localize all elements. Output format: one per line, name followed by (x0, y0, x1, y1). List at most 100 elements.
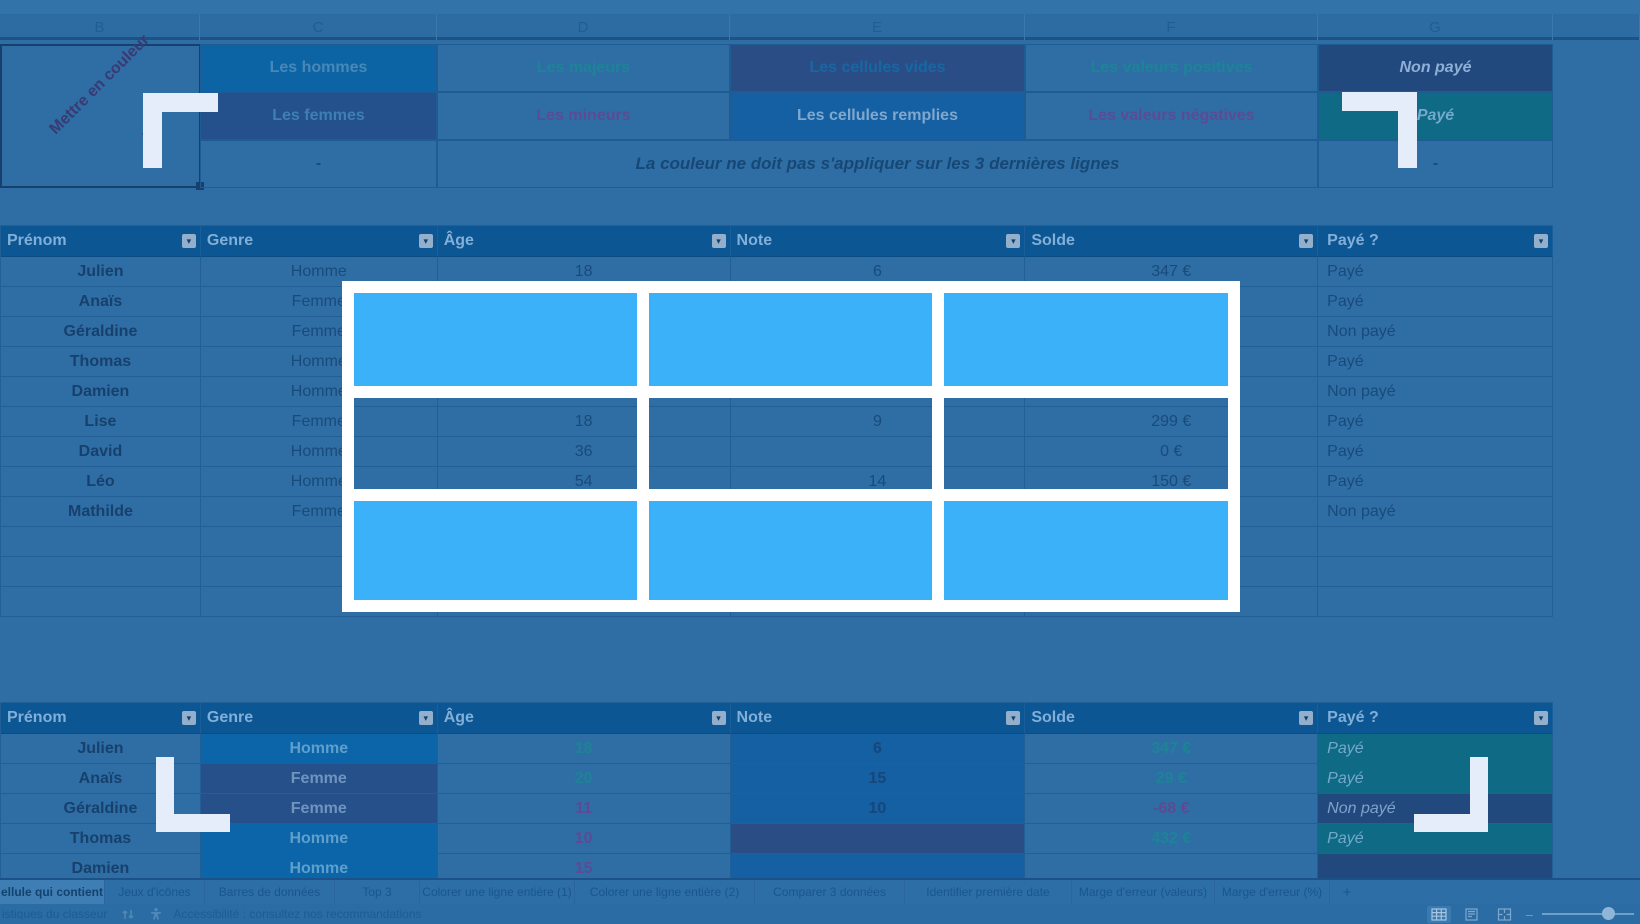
filter-dropdown-icon[interactable]: ▾ (711, 234, 726, 248)
accessibility-person-icon[interactable] (149, 907, 163, 921)
zoom-slider-track[interactable] (1542, 913, 1634, 915)
filter-dropdown-icon[interactable]: ▾ (711, 711, 726, 725)
sheet-tab[interactable]: Colorer une ligne entière (2) (575, 880, 755, 904)
zoom-slider-handle[interactable] (1602, 907, 1615, 920)
sheet-tab[interactable]: ellule qui contient (0, 880, 105, 904)
legend-cell[interactable]: Les mineurs (437, 92, 730, 140)
instruction-box[interactable]: Mettre en couleur ... (0, 31, 201, 188)
cell[interactable]: Damien (1, 377, 201, 407)
legend-cell[interactable]: Les hommes (200, 44, 437, 92)
column-header[interactable]: Solde ▾ (1025, 703, 1319, 734)
sheet-tab[interactable]: Colorer une ligne entière (1) (420, 880, 575, 904)
cell[interactable]: Non payé (1318, 497, 1554, 527)
cell[interactable]: 347 € (1025, 734, 1319, 764)
cell[interactable]: Payé (1318, 407, 1554, 437)
column-header[interactable]: Solde ▾ (1025, 226, 1319, 257)
cell[interactable]: Payé (1318, 764, 1553, 794)
legend-dash-cell[interactable]: - (1318, 140, 1553, 188)
column-header[interactable]: Payé ? ▾ (1318, 703, 1553, 734)
legend-note-cell[interactable]: La couleur ne doit pas s'appliquer sur l… (437, 140, 1318, 188)
sheet-tab[interactable]: Jeux d'icônes (105, 880, 205, 904)
cell[interactable]: Payé (1318, 734, 1553, 764)
cell[interactable]: Homme (200, 854, 438, 878)
cell[interactable]: 36 (437, 437, 731, 467)
cell[interactable]: Payé (1318, 257, 1554, 287)
cell[interactable]: Non payé (1318, 794, 1553, 824)
cell[interactable] (730, 824, 1026, 854)
cell[interactable]: Non payé (1318, 377, 1554, 407)
cell[interactable]: Lise (1, 407, 201, 437)
column-letter-B[interactable]: B (0, 14, 200, 40)
cell[interactable] (1025, 854, 1319, 878)
cell[interactable]: Homme (200, 467, 438, 497)
cell[interactable]: 29 € (1025, 764, 1319, 794)
cell[interactable]: Julien (1, 257, 201, 287)
cell[interactable]: Damien (1, 854, 201, 878)
filter-dropdown-icon[interactable]: ▾ (181, 711, 196, 725)
cell[interactable] (1318, 527, 1554, 557)
cell[interactable]: Homme (200, 824, 438, 854)
column-letter-E[interactable]: E (730, 14, 1025, 40)
cell[interactable]: Anaïs (1, 764, 201, 794)
cell[interactable]: Thomas (1, 347, 201, 377)
filter-dropdown-icon[interactable]: ▾ (1006, 234, 1021, 248)
cell[interactable]: 9 (730, 407, 1026, 437)
cell[interactable]: 18 (437, 734, 731, 764)
column-letter-C[interactable]: C (200, 14, 437, 40)
cell[interactable]: 15 (730, 764, 1026, 794)
cell[interactable]: Payé (1318, 437, 1554, 467)
column-header[interactable]: Payé ? ▾ (1318, 226, 1553, 257)
column-letter-F[interactable]: F (1025, 14, 1318, 40)
sheet-stats-icon[interactable] (121, 908, 135, 921)
column-header[interactable]: Prénom ▾ (1, 226, 201, 257)
cell[interactable]: 11 (437, 794, 731, 824)
cell[interactable]: Femme (200, 794, 438, 824)
legend-cell[interactable]: Les cellules remplies (730, 92, 1025, 140)
cell[interactable] (1318, 587, 1554, 617)
column-header[interactable]: Genre ▾ (200, 703, 438, 734)
cell[interactable] (1025, 377, 1319, 407)
legend-cell[interactable]: Les cellules vides (730, 44, 1025, 92)
column-header[interactable]: Prénom ▾ (1, 703, 201, 734)
workbook-statistics-label[interactable]: istiques du classeur (2, 907, 108, 921)
cell[interactable]: Anaïs (1, 287, 201, 317)
page-break-view-icon[interactable] (1493, 906, 1517, 923)
cell[interactable]: Julien (1, 734, 201, 764)
sheet-tab[interactable]: Marge d'erreur (%) (1215, 880, 1330, 904)
column-header[interactable]: Note ▾ (730, 226, 1026, 257)
legend-cell[interactable]: Les femmes (200, 92, 437, 140)
filter-dropdown-icon[interactable]: ▾ (418, 711, 433, 725)
column-letter-G[interactable]: G (1318, 14, 1553, 40)
cell[interactable] (1318, 854, 1553, 878)
cell[interactable]: Géraldine (1, 317, 201, 347)
add-sheet-button[interactable]: + (1342, 883, 1352, 901)
filter-dropdown-icon[interactable]: ▾ (418, 234, 433, 248)
column-header[interactable]: Âge ▾ (437, 703, 731, 734)
cell[interactable]: Homme (200, 257, 438, 287)
cell[interactable]: Payé (1318, 347, 1554, 377)
cell[interactable] (1, 527, 201, 557)
cell[interactable]: 18 (437, 407, 731, 437)
zoom-slider[interactable] (1542, 907, 1634, 921)
cell[interactable] (730, 854, 1026, 878)
cell[interactable]: Non payé (1318, 317, 1554, 347)
cell[interactable]: 6 (730, 734, 1026, 764)
filter-dropdown-icon[interactable]: ▾ (1534, 711, 1548, 725)
legend-cell[interactable]: Les valeurs négatives (1025, 92, 1318, 140)
cell[interactable]: Homme (200, 734, 438, 764)
cell[interactable] (1318, 557, 1554, 587)
legend-cell[interactable]: Les valeurs positives (1025, 44, 1318, 92)
cell[interactable] (1, 557, 201, 587)
cell[interactable]: 299 € (1025, 407, 1319, 437)
accessibility-check-link[interactable]: Accessibilité : consultez nos recommanda… (173, 907, 422, 921)
legend-cell[interactable]: Non payé (1318, 44, 1553, 92)
cell[interactable]: 432 € (1025, 824, 1319, 854)
cell[interactable]: Géraldine (1, 794, 201, 824)
cell[interactable]: Payé (1318, 287, 1554, 317)
cell[interactable]: 15 (438, 854, 731, 878)
cell[interactable]: Femme (200, 407, 438, 437)
sheet-tab[interactable]: Identifier première date (905, 880, 1072, 904)
cell[interactable]: Mathilde (1, 497, 201, 527)
cell[interactable]: 0 € (1025, 437, 1319, 467)
cell[interactable]: 20 (437, 764, 731, 794)
